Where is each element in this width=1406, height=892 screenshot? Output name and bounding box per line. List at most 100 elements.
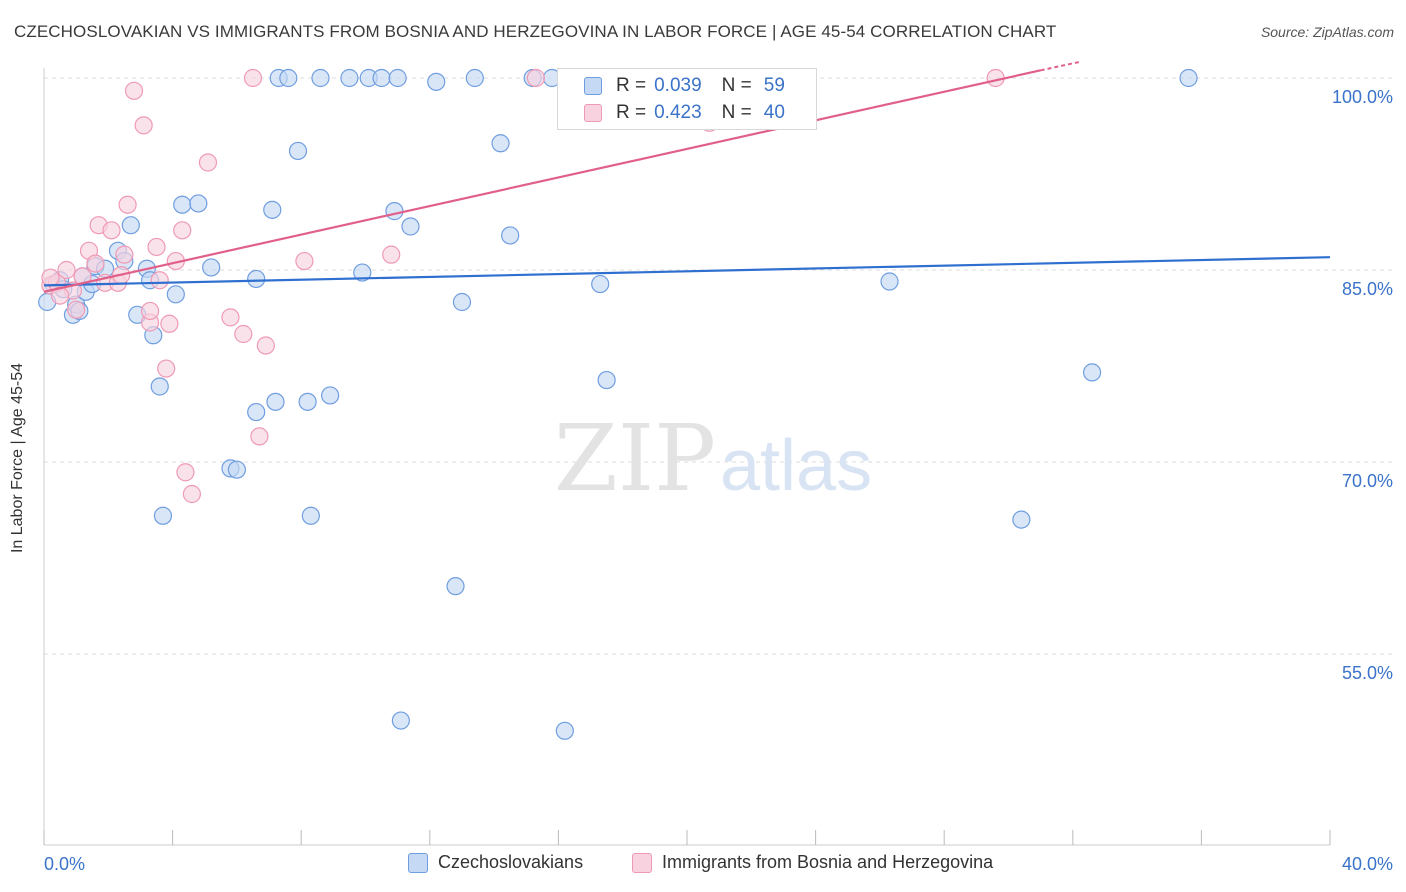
data-point xyxy=(182,484,201,504)
data-point xyxy=(173,221,192,240)
series-legend: Czechoslovakians Immigrants from Bosnia … xyxy=(0,852,1406,876)
data-point xyxy=(124,81,144,100)
y-tick-label: 85.0% xyxy=(1342,279,1393,299)
data-point xyxy=(301,506,320,525)
legend-swatch-blue xyxy=(584,77,602,95)
data-point xyxy=(1179,68,1198,88)
data-point xyxy=(1082,363,1102,382)
trend-line-extension xyxy=(1040,61,1080,72)
data-point xyxy=(166,285,185,304)
y-tick-label: 55.0% xyxy=(1342,663,1393,683)
data-point xyxy=(321,386,340,405)
legend-label-bosnia: Immigrants from Bosnia and Herzegovina xyxy=(662,852,994,872)
data-point xyxy=(256,336,275,355)
trend-line xyxy=(43,69,1041,293)
data-point xyxy=(279,68,298,88)
data-point xyxy=(250,427,269,446)
trend-lines xyxy=(43,61,1331,293)
data-point xyxy=(311,68,330,88)
data-point xyxy=(134,116,153,135)
data-point xyxy=(198,153,218,172)
data-point xyxy=(388,68,407,88)
data-point xyxy=(491,134,510,153)
x-ticks xyxy=(43,830,1331,845)
data-point xyxy=(227,460,246,479)
data-point xyxy=(372,68,391,88)
data-point xyxy=(427,72,446,91)
data-point xyxy=(243,68,263,88)
chart-title: CZECHOSLOVAKIAN VS IMMIGRANTS FROM BOSNI… xyxy=(14,22,1057,41)
chart-source: Source: ZipAtlas.com xyxy=(1260,24,1394,40)
legend-n-value: 59 xyxy=(763,75,785,96)
data-point xyxy=(189,194,208,213)
data-point xyxy=(147,237,166,257)
data-point xyxy=(465,68,484,88)
legend-swatch-blue xyxy=(408,852,428,873)
legend-n-label: N = xyxy=(721,102,752,123)
data-point xyxy=(446,577,465,596)
legend-r-label: R = xyxy=(616,75,647,96)
legend-n-value: 40 xyxy=(763,102,785,123)
watermark: ZIP atlas xyxy=(554,405,872,512)
y-tick-label: 100.0% xyxy=(1332,87,1393,107)
data-point xyxy=(173,195,192,214)
data-point xyxy=(202,258,221,277)
legend-swatch-pink xyxy=(632,852,652,873)
data-point xyxy=(234,324,253,344)
x-tick-label-right: 40.0% xyxy=(1342,854,1393,874)
data-point xyxy=(340,68,359,88)
legend-row-czechoslovakians: R = 0.039 N = 59 xyxy=(584,73,785,99)
data-point xyxy=(382,245,401,264)
data-point xyxy=(57,260,76,280)
data-point xyxy=(102,221,121,240)
data-point xyxy=(288,141,308,161)
data-point xyxy=(153,506,173,525)
legend-r-value: 0.423 xyxy=(654,102,702,123)
data-point xyxy=(1012,510,1031,529)
data-point xyxy=(67,300,86,319)
data-point xyxy=(266,392,285,411)
legend-label-czechoslovakians: Czechoslovakians xyxy=(438,852,584,872)
legend-r-label: R = xyxy=(616,102,647,123)
x-tick-label-left: 0.0% xyxy=(44,854,85,874)
data-point xyxy=(176,463,195,482)
legend-r-value: 0.039 xyxy=(654,75,702,96)
data-point xyxy=(385,202,404,221)
data-point xyxy=(501,226,520,245)
data-point xyxy=(150,271,169,290)
data-point xyxy=(115,245,134,264)
data-point xyxy=(247,402,266,422)
watermark-zip: ZIP xyxy=(554,405,716,512)
gridlines xyxy=(44,77,1393,655)
data-point xyxy=(247,269,266,289)
trend-line xyxy=(43,256,1331,287)
data-point xyxy=(150,377,169,396)
data-point xyxy=(118,195,137,214)
data-point xyxy=(555,721,574,740)
legend-swatch-pink xyxy=(584,104,602,122)
data-point xyxy=(298,392,317,411)
data-point xyxy=(391,711,410,730)
legend-item-czechoslovakians: Czechoslovakians xyxy=(408,852,583,873)
data-point xyxy=(221,308,240,327)
data-point xyxy=(41,268,60,287)
data-point xyxy=(86,254,105,273)
data-point xyxy=(295,251,314,271)
legend-row-bosnia: R = 0.423 N = 40 xyxy=(584,100,785,126)
data-point xyxy=(401,217,420,236)
watermark-atlas: atlas xyxy=(720,426,872,506)
points-bosnia xyxy=(41,68,1005,504)
data-point xyxy=(526,68,545,88)
correlation-legend: R = 0.039 N = 59 R = 0.423 N = 40 xyxy=(557,68,817,130)
data-point xyxy=(452,292,472,312)
y-tick-labels: 100.0% 85.0% 70.0% 55.0% xyxy=(1332,87,1393,683)
data-point xyxy=(263,200,282,219)
data-point xyxy=(160,314,179,333)
legend-item-bosnia: Immigrants from Bosnia and Herzegovina xyxy=(632,852,993,873)
y-tick-label: 70.0% xyxy=(1342,471,1393,491)
data-point xyxy=(157,359,176,378)
data-point xyxy=(597,370,616,390)
data-point xyxy=(591,274,610,294)
data-point xyxy=(121,216,140,235)
